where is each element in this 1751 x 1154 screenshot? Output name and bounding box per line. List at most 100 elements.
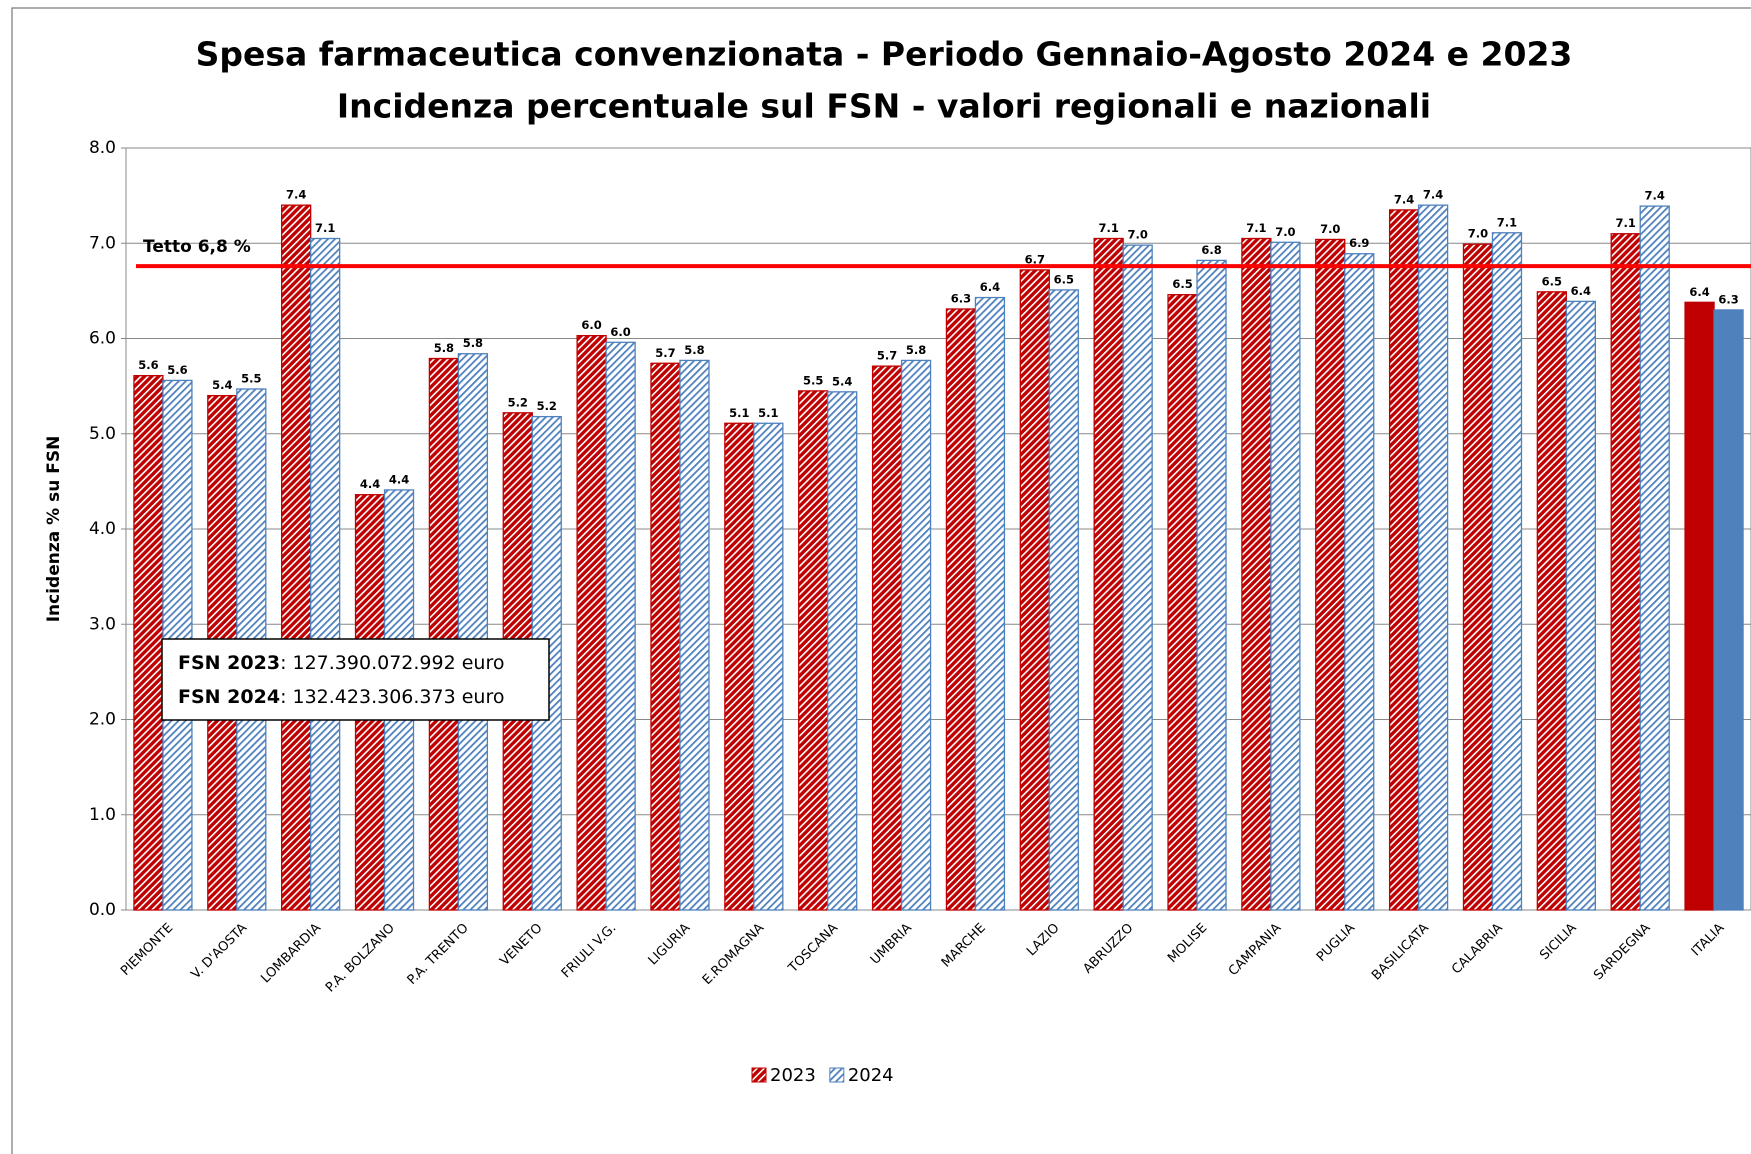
value-label: 6.3 <box>951 291 971 305</box>
value-label: 5.8 <box>463 336 483 350</box>
annotation: FSN 2023: 127.390.072.992 euro <box>178 652 504 674</box>
value-label: 5.4 <box>832 374 852 388</box>
value-label: 6.5 <box>1542 274 1562 288</box>
value-label: 5.4 <box>212 378 232 392</box>
bar <box>724 422 755 911</box>
y-tick-label: 3.0 <box>89 614 116 634</box>
bar <box>753 422 784 911</box>
value-label: 5.1 <box>729 406 749 420</box>
x-tick-label: E.ROMAGNA <box>700 921 767 988</box>
value-label: 5.5 <box>803 373 823 387</box>
bar <box>576 334 607 911</box>
bar <box>1122 244 1153 911</box>
chart-subtitle: Incidenza percentuale sul FSN - valori r… <box>337 87 1431 126</box>
value-label: 6.4 <box>1689 285 1709 299</box>
bar <box>1417 204 1449 911</box>
value-label: 6.3 <box>1718 292 1738 306</box>
value-label: 4.4 <box>360 477 380 491</box>
bar <box>679 359 710 911</box>
legend-label: 2023 <box>770 1065 816 1086</box>
x-tick-label: BASILICATA <box>1369 921 1432 984</box>
bar <box>1019 269 1050 911</box>
value-label: 6.9 <box>1349 236 1369 250</box>
bar <box>650 362 681 911</box>
bar <box>1388 209 1420 911</box>
bar <box>1167 294 1198 911</box>
y-tick-label: 8.0 <box>89 138 116 158</box>
bar <box>871 365 903 911</box>
bar <box>1536 291 1567 911</box>
bar <box>798 390 829 911</box>
annotation-bold: FSN 2024 <box>178 686 280 708</box>
x-tick-label: TOSCANA <box>785 921 841 977</box>
value-label: 5.5 <box>241 371 261 385</box>
x-tick-label: MOLISE <box>1165 921 1210 966</box>
x-tick-label: PIEMONTE <box>118 921 176 979</box>
value-label: 6.7 <box>1025 252 1045 266</box>
value-label: 6.8 <box>1201 243 1221 257</box>
value-label: 5.8 <box>906 343 926 357</box>
value-label: 6.0 <box>610 325 630 339</box>
bar <box>1344 253 1375 911</box>
bar <box>827 391 858 911</box>
value-label: 5.1 <box>758 406 778 420</box>
bar <box>1241 237 1272 911</box>
bar <box>900 359 932 911</box>
x-tick-label: LAZIO <box>1024 921 1062 959</box>
value-label: 7.0 <box>1320 222 1340 236</box>
value-label: 5.6 <box>167 363 187 377</box>
value-label: 6.4 <box>980 280 1000 294</box>
value-label: 7.0 <box>1468 227 1488 241</box>
bar <box>605 341 636 911</box>
bar <box>1315 238 1346 911</box>
y-tick-label: 7.0 <box>89 233 116 253</box>
bar <box>1639 205 1670 911</box>
bar <box>310 237 341 911</box>
legend-swatch <box>829 1067 845 1083</box>
chart-title: Spesa farmaceutica convenzionata - Perio… <box>196 35 1573 74</box>
value-label: 4.4 <box>389 472 409 486</box>
annotation-text: : 127.390.072.992 euro <box>280 652 504 674</box>
x-tick-label: SICILIA <box>1537 921 1579 963</box>
legend-swatch <box>751 1067 767 1083</box>
x-tick-label: P.A. TRENTO <box>405 921 472 988</box>
bar <box>1093 237 1124 911</box>
x-tick-label: MARCHE <box>939 921 989 971</box>
x-tick-label: CAMPANIA <box>1226 921 1284 979</box>
value-label: 7.4 <box>1394 192 1414 206</box>
y-axis-label: Incidenza % su FSN <box>44 436 64 623</box>
value-label: 5.8 <box>684 343 704 357</box>
value-label: 5.6 <box>138 358 158 372</box>
y-tick-label: 2.0 <box>89 710 116 730</box>
bar <box>1048 289 1079 911</box>
y-tick-label: 1.0 <box>89 805 116 825</box>
frame <box>11 7 1751 1154</box>
bar <box>1713 309 1744 911</box>
bar <box>974 296 1006 911</box>
value-label: 6.4 <box>1571 284 1591 298</box>
bar <box>1491 232 1523 911</box>
value-label: 7.1 <box>1497 215 1517 229</box>
value-label: 7.4 <box>286 188 306 202</box>
x-tick-label: P.A. BOLZANO <box>323 921 398 996</box>
value-label: 7.0 <box>1275 225 1295 239</box>
bar <box>133 374 164 911</box>
x-tick-label: CALABRIA <box>1449 921 1506 978</box>
bar <box>457 353 489 911</box>
bar <box>1270 241 1301 911</box>
reference-label: Tetto 6,8 % <box>143 237 251 257</box>
bar <box>1565 300 1596 911</box>
value-label: 6.0 <box>581 318 601 332</box>
x-tick-label: ITALIA <box>1689 921 1728 960</box>
value-label: 7.4 <box>1423 188 1443 202</box>
value-label: 5.7 <box>655 346 675 360</box>
y-tick-label: 5.0 <box>89 424 116 444</box>
y-tick-label: 0.0 <box>89 900 116 920</box>
bar <box>1462 243 1494 911</box>
annotation-box <box>161 638 550 721</box>
value-label: 6.5 <box>1172 277 1192 291</box>
value-label: 6.5 <box>1054 272 1074 286</box>
value-label: 5.7 <box>877 349 897 363</box>
x-tick-label: VENETO <box>497 921 545 969</box>
value-label: 5.2 <box>537 399 557 413</box>
